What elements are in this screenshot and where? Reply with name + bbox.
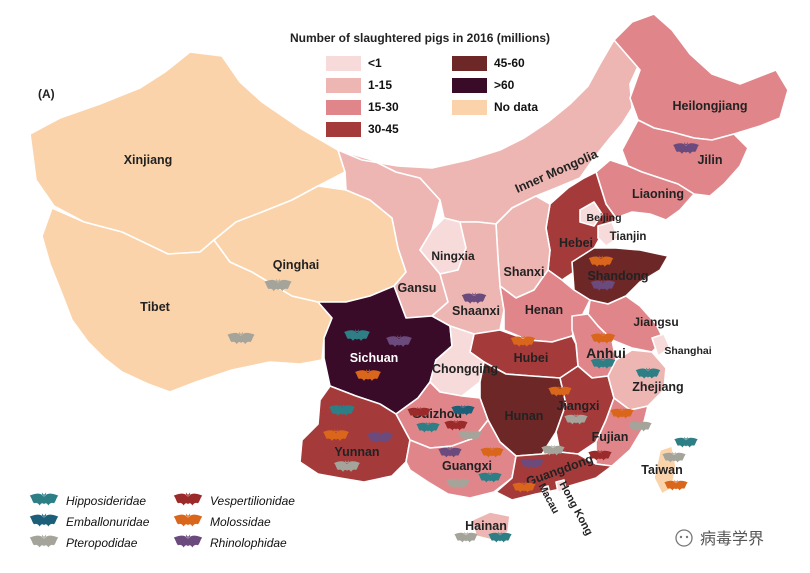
label-anhui: Anhui bbox=[586, 345, 626, 361]
legend-hipposideridae-icon bbox=[29, 492, 59, 506]
legend-rhinolophidae-icon bbox=[173, 534, 203, 548]
legend-label-emballonuridae: Emballonuridae bbox=[66, 515, 150, 529]
label-guangxi: Guangxi bbox=[442, 459, 492, 473]
label-hainan: Hainan bbox=[465, 519, 507, 533]
province-macau bbox=[541, 485, 551, 497]
label-tianjin: Tianjin bbox=[610, 231, 647, 243]
label-shandong: Shandong bbox=[587, 269, 648, 283]
legend-label-rhinolophidae: Rhinolophidae bbox=[210, 536, 287, 550]
province-henan bbox=[499, 269, 591, 343]
label-heilongjiang: Heilongjiang bbox=[673, 99, 748, 113]
legend-label-c6: >60 bbox=[494, 78, 515, 92]
watermark: 病毒学界 bbox=[675, 529, 764, 548]
wechat-logo-icon bbox=[675, 529, 693, 547]
label-fujian: Fujian bbox=[592, 430, 629, 444]
label-tibet: Tibet bbox=[140, 300, 170, 314]
legend-swatch-c4 bbox=[326, 122, 361, 137]
province-shanghai bbox=[651, 333, 671, 357]
province-yunnan bbox=[299, 385, 411, 483]
province-tibet bbox=[41, 207, 333, 393]
label-shaanxi: Shaanxi bbox=[452, 304, 500, 318]
legend-label-c2: 1-15 bbox=[368, 78, 392, 92]
legend-emballonuridae-icon bbox=[29, 513, 59, 527]
label-xinjiang: Xinjiang bbox=[124, 153, 173, 167]
label-zhejiang: Zhejiang bbox=[632, 380, 683, 394]
label-henan: Henan bbox=[525, 303, 563, 317]
legend-molossidae-icon bbox=[173, 513, 203, 527]
label-yunnan: Yunnan bbox=[334, 445, 379, 459]
watermark-text: 病毒学界 bbox=[700, 529, 764, 548]
label-jilin: Jilin bbox=[697, 153, 722, 167]
legend-vespertilionidae-icon bbox=[173, 492, 203, 506]
label-qinghai: Qinghai bbox=[273, 258, 320, 272]
label-taiwan: Taiwan bbox=[641, 463, 682, 477]
legend-pteropodidae-icon bbox=[29, 534, 59, 548]
legend-swatch-c2 bbox=[326, 78, 361, 93]
label-gansu: Gansu bbox=[398, 281, 437, 295]
legend-label-c4: 30-45 bbox=[368, 122, 399, 136]
label-hubei: Hubei bbox=[514, 351, 549, 365]
legend-label-pteropodidae: Pteropodidae bbox=[66, 536, 138, 550]
province-beijing bbox=[579, 201, 603, 227]
legend-swatch-c5 bbox=[452, 56, 487, 71]
legend-swatch-c1 bbox=[326, 56, 361, 71]
legend-label-molossidae: Molossidae bbox=[210, 515, 271, 529]
legend-label-vespertilionidae: Vespertilionidae bbox=[210, 494, 295, 508]
label-hong-kong: Hong Kong bbox=[556, 480, 594, 538]
label-shanghai: Shanghai bbox=[664, 345, 711, 357]
bat-pteropodidae-icon bbox=[454, 531, 478, 543]
legend-swatch-c3 bbox=[326, 100, 361, 115]
legend-swatch-nd bbox=[452, 100, 487, 115]
label-jiangxi: Jiangxi bbox=[556, 399, 599, 413]
bat-hipposideridae-icon bbox=[674, 436, 698, 448]
legend-label-nd: No data bbox=[494, 100, 538, 114]
label-ningxia: Ningxia bbox=[431, 249, 475, 263]
label-chongqing: Chongqing bbox=[432, 362, 498, 376]
legend-label-hipposideridae: Hipposideridae bbox=[66, 494, 146, 508]
province-liaoning bbox=[595, 159, 695, 221]
panel-label: (A) bbox=[38, 87, 55, 101]
legend-label-c1: <1 bbox=[368, 56, 382, 70]
legend-label-c5: 45-60 bbox=[494, 56, 525, 70]
label-shanxi: Shanxi bbox=[504, 265, 545, 279]
label-liaoning: Liaoning bbox=[632, 187, 684, 201]
legend-title: Number of slaughtered pigs in 2016 (mill… bbox=[290, 31, 550, 45]
label-hunan: Hunan bbox=[505, 409, 544, 423]
label-jiangsu: Jiangsu bbox=[633, 315, 678, 329]
label-hebei: Hebei bbox=[559, 236, 593, 250]
label-beijing: Beijing bbox=[586, 212, 621, 224]
legend-swatch-c6 bbox=[452, 78, 487, 93]
province-tianjin bbox=[597, 221, 619, 247]
province-zhejiang bbox=[607, 349, 667, 411]
legend-label-c3: 15-30 bbox=[368, 100, 399, 114]
province-hong-kong bbox=[555, 479, 567, 493]
label-sichuan: Sichuan bbox=[350, 351, 399, 365]
